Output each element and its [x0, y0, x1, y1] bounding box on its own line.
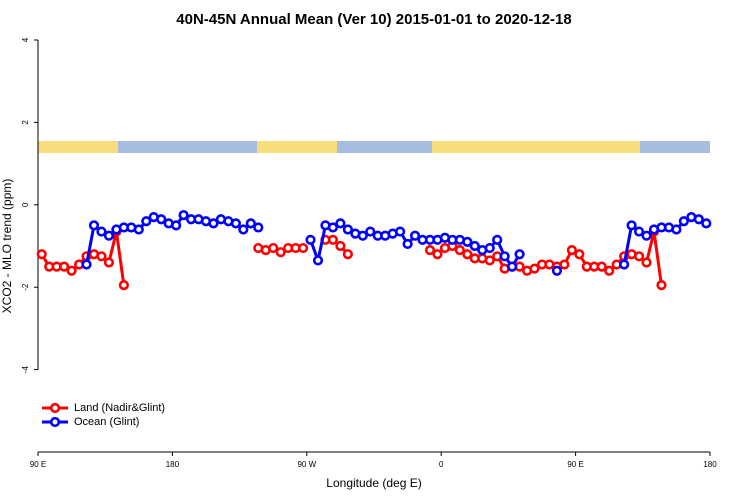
data-point — [253, 222, 264, 233]
data-point — [432, 249, 443, 260]
data-point — [633, 226, 645, 237]
data-point — [88, 220, 100, 231]
data-point — [312, 255, 324, 266]
data-point — [96, 226, 107, 237]
data-point — [551, 265, 563, 276]
data-point — [462, 249, 473, 260]
land-band — [257, 141, 337, 153]
x-tick-label: 90 W — [297, 460, 316, 469]
data-point — [59, 261, 70, 272]
data-point — [36, 249, 47, 260]
data-point — [335, 240, 346, 252]
data-point — [275, 247, 286, 258]
data-point — [342, 224, 353, 235]
data-point — [484, 242, 495, 254]
legend-label: Ocean (Glint) — [74, 416, 139, 428]
data-point — [604, 265, 615, 276]
data-point — [335, 218, 346, 229]
data-point — [469, 240, 480, 252]
data-point — [141, 216, 152, 227]
data-point — [693, 214, 704, 225]
y-tick-label: -2 — [21, 283, 30, 291]
data-point — [395, 226, 406, 237]
data-point — [66, 265, 77, 276]
y-tick-label: 0 — [21, 202, 30, 207]
legend-marker — [49, 402, 61, 414]
data-point — [559, 259, 570, 270]
chart-title: 40N-45N Annual Mean (Ver 10) 2015-01-01 … — [176, 11, 571, 28]
data-point — [529, 263, 540, 274]
data-point — [424, 245, 436, 256]
data-point — [641, 230, 652, 241]
data-point — [514, 249, 525, 260]
x-tick-label: 0 — [439, 460, 444, 469]
data-point — [133, 224, 144, 235]
data-point — [454, 245, 465, 256]
data-point — [633, 251, 645, 262]
data-point — [507, 261, 518, 272]
data-point — [178, 210, 189, 221]
data-point — [619, 259, 630, 270]
data-point — [118, 280, 129, 291]
data-point — [402, 238, 413, 250]
data-point — [671, 224, 682, 235]
x-tick-label: 90 E — [567, 460, 583, 469]
land-mask — [38, 141, 710, 153]
x-tick-label: 90 E — [30, 460, 46, 469]
data-point — [103, 257, 115, 268]
data-point — [626, 220, 637, 231]
data-point — [574, 249, 585, 260]
data-point — [462, 236, 473, 247]
data-point — [566, 245, 577, 256]
data-point — [701, 218, 712, 229]
x-tick-label: 180 — [703, 460, 717, 469]
land-band — [432, 141, 640, 153]
x-tick-label: 180 — [166, 460, 180, 469]
data-point — [245, 218, 256, 229]
data-point — [230, 218, 241, 229]
data-point — [305, 234, 316, 245]
data-point — [96, 251, 107, 262]
data-point — [327, 234, 339, 245]
data-point — [492, 234, 503, 245]
legend: Land (Nadir&Glint) Ocean (Glint) — [42, 402, 165, 428]
data-point — [103, 230, 115, 241]
y-tick-label: -4 — [21, 365, 30, 373]
data-point — [327, 222, 339, 233]
legend-label: Land (Nadir&Glint) — [74, 402, 165, 414]
data-point — [81, 259, 92, 270]
data-point — [656, 280, 667, 291]
data-point — [297, 242, 309, 254]
series — [81, 210, 712, 276]
data-point — [365, 226, 376, 237]
x-axis-title: Longitude (deg E) — [326, 476, 421, 490]
y-tick-label: 4 — [21, 37, 30, 42]
data-point — [342, 249, 353, 260]
data-point — [238, 224, 249, 235]
data-point — [208, 218, 219, 229]
data-point — [678, 216, 689, 227]
land-band — [38, 141, 118, 153]
data-point — [268, 242, 279, 254]
data-point — [357, 230, 368, 241]
data-point — [156, 214, 167, 225]
data-point — [641, 257, 652, 268]
data-point — [596, 261, 607, 272]
y-tick-label: 2 — [21, 120, 30, 125]
y-axis-title: XCO2 - MLO trend (ppm) — [0, 179, 14, 314]
data-point — [171, 220, 182, 231]
legend-marker — [49, 416, 61, 428]
data-point — [484, 255, 495, 266]
data-point — [409, 230, 421, 241]
data-point — [499, 251, 510, 262]
